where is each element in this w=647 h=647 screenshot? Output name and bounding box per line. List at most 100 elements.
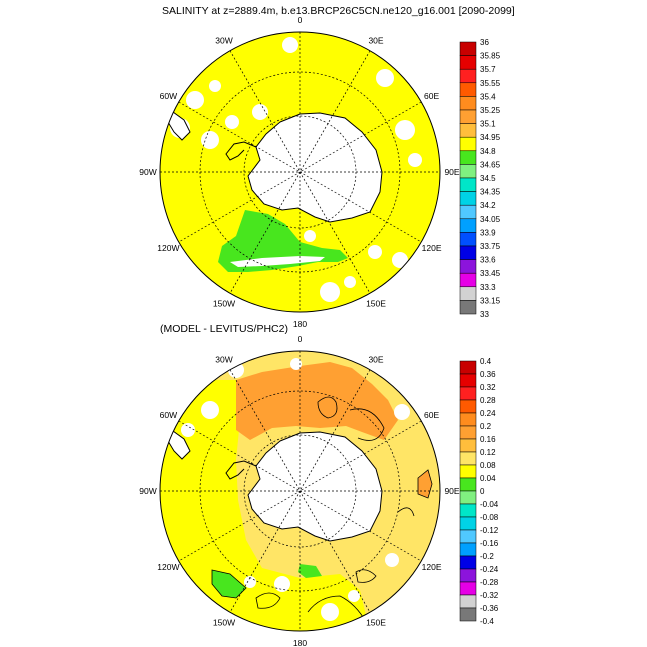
longitude-label-150w: 150W <box>213 618 235 628</box>
colorbar-label: 0.12 <box>480 448 496 457</box>
bottom-missing-patches <box>181 358 410 621</box>
colorbar-label: 34.2 <box>480 201 496 210</box>
longitude-label-120e: 120E <box>422 562 442 572</box>
colorbar-swatch <box>459 204 477 220</box>
colorbar-swatch <box>459 503 477 518</box>
colorbar-swatch <box>459 259 477 274</box>
colorbar-swatch <box>459 68 477 84</box>
colorbar-label: 33.75 <box>480 242 501 251</box>
colorbar-swatch <box>459 464 477 479</box>
colorbar-swatch <box>459 594 477 609</box>
colorbar-swatch <box>459 245 477 260</box>
colorbar-swatch <box>459 399 477 414</box>
colorbar-label: 33 <box>480 310 489 319</box>
colorbar-swatch <box>459 581 477 596</box>
top-longitude-labels: 0 30E 60E 90E 120E 150E 180 150W 120W 90W 60W 30W <box>139 15 460 329</box>
colorbar-label: 0.36 <box>480 370 496 379</box>
colorbar-label: -0.36 <box>480 604 499 613</box>
colorbar-swatch <box>459 82 477 97</box>
colorbar-swatch <box>459 164 477 179</box>
longitude-label-150w: 150W <box>213 299 235 309</box>
colorbar-label: 35.55 <box>480 79 501 88</box>
colorbar-label: 36 <box>480 38 489 47</box>
bottom-panel-title: (MODEL - LEVITUS/PHC2) <box>160 323 288 335</box>
colorbar-swatch <box>459 232 477 247</box>
longitude-label-150e: 150E <box>366 618 386 628</box>
longitude-label-60w: 60W <box>160 410 177 420</box>
longitude-label-0: 0 <box>298 15 303 25</box>
top-antarctic-peninsula <box>225 141 257 161</box>
colorbar-label: 0 <box>480 487 485 496</box>
colorbar-swatch <box>459 542 477 557</box>
longitude-label-180: 180 <box>293 638 307 647</box>
colorbar-label: 0.2 <box>480 422 492 431</box>
top-map-border <box>159 31 441 313</box>
colorbar-label: 0.32 <box>480 383 496 392</box>
longitude-label-30w: 30W <box>215 354 232 364</box>
colorbar-label: 35.1 <box>480 120 496 129</box>
colorbar-label: 34.05 <box>480 215 501 224</box>
bottom-map-border <box>159 350 441 632</box>
colorbar-swatch <box>459 529 477 544</box>
longitude-label-180: 180 <box>293 319 307 329</box>
colorbar-swatch <box>459 477 477 492</box>
colorbar-swatch <box>459 568 477 583</box>
longitude-label-90e: 90E <box>444 167 459 177</box>
colorbar-label: 33.9 <box>480 228 496 237</box>
colorbar-swatch <box>459 607 477 622</box>
colorbar-label: 33.6 <box>480 256 496 265</box>
colorbar-label: 35.4 <box>480 92 496 101</box>
colorbar-swatch <box>459 555 477 570</box>
colorbar-label: 0.08 <box>480 461 496 470</box>
bottom-longitude-labels: 0 30E 60E 90E 120E 150E 180 150W 120W 90W 60W 30W <box>139 334 460 647</box>
longitude-label-120w: 120W <box>157 243 179 253</box>
longitude-label-30e: 30E <box>368 35 383 45</box>
colorbar-swatch <box>459 96 477 111</box>
colorbar-swatch <box>459 438 477 453</box>
colorbar-swatch <box>459 300 477 315</box>
colorbar-label: 35.25 <box>480 106 501 115</box>
bottom-green-patch-west <box>211 569 247 599</box>
colorbar-label: 0.4 <box>480 357 492 366</box>
colorbar-label: -0.32 <box>480 591 499 600</box>
colorbar-swatch <box>459 490 477 505</box>
longitude-label-120w: 120W <box>157 562 179 572</box>
colorbar-swatch <box>459 425 477 440</box>
colorbar-label: 33.15 <box>480 296 501 305</box>
colorbar-swatch <box>459 451 477 466</box>
colorbar-swatch <box>459 218 477 233</box>
colorbar-label: -0.12 <box>480 526 499 535</box>
colorbar-swatch <box>459 136 477 152</box>
colorbar-label: -0.04 <box>480 500 499 509</box>
colorbar-swatch <box>459 177 477 192</box>
colorbar-label: 33.45 <box>480 269 501 278</box>
longitude-label-60e: 60E <box>424 91 439 101</box>
colorbar-label: 34.95 <box>480 133 501 142</box>
colorbar-label: -0.16 <box>480 539 499 548</box>
colorbar-label: -0.08 <box>480 513 499 522</box>
colorbar-label: 34.8 <box>480 147 496 156</box>
longitude-label-0: 0 <box>298 334 303 344</box>
bottom-colorbar: 0.4 0.36 0.32 0.28 0.24 0.2 0.16 0.12 0.08 0.04 0 -… <box>459 357 499 626</box>
bottom-yellow-region <box>160 380 372 631</box>
longitude-label-30w: 30W <box>215 35 232 45</box>
bottom-grid <box>160 351 440 631</box>
colorbar-label: 0.16 <box>480 435 496 444</box>
longitude-label-30e: 30E <box>368 354 383 364</box>
longitude-label-150e: 150E <box>366 299 386 309</box>
colorbar-label: 33.3 <box>480 283 496 292</box>
colorbar-label: -0.4 <box>480 617 494 626</box>
colorbar-swatch <box>459 412 477 427</box>
colorbar-swatch <box>459 55 477 70</box>
colorbar-swatch <box>459 109 477 124</box>
colorbar-swatch <box>459 516 477 531</box>
colorbar-swatch <box>459 272 477 288</box>
colorbar-swatch <box>459 191 477 206</box>
longitude-label-120e: 120E <box>422 243 442 253</box>
longitude-label-90e: 90E <box>444 486 459 496</box>
bottom-orange-region <box>236 362 398 440</box>
bottom-antarctica <box>247 431 383 542</box>
colorbar-label: 0.04 <box>480 474 496 483</box>
bottom-antarctic-peninsula <box>225 460 257 480</box>
